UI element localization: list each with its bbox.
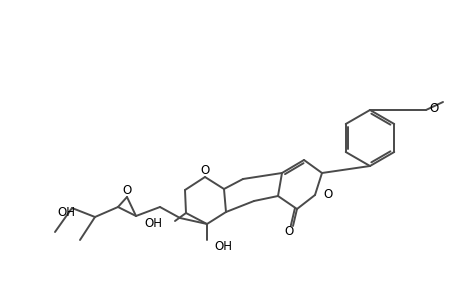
Text: O: O: [322, 188, 331, 202]
Text: O: O: [122, 184, 131, 197]
Text: O: O: [428, 103, 437, 116]
Text: OH: OH: [144, 218, 162, 230]
Text: O: O: [284, 226, 293, 238]
Text: OH: OH: [213, 241, 231, 254]
Text: O: O: [200, 164, 209, 178]
Text: OH: OH: [57, 206, 75, 220]
